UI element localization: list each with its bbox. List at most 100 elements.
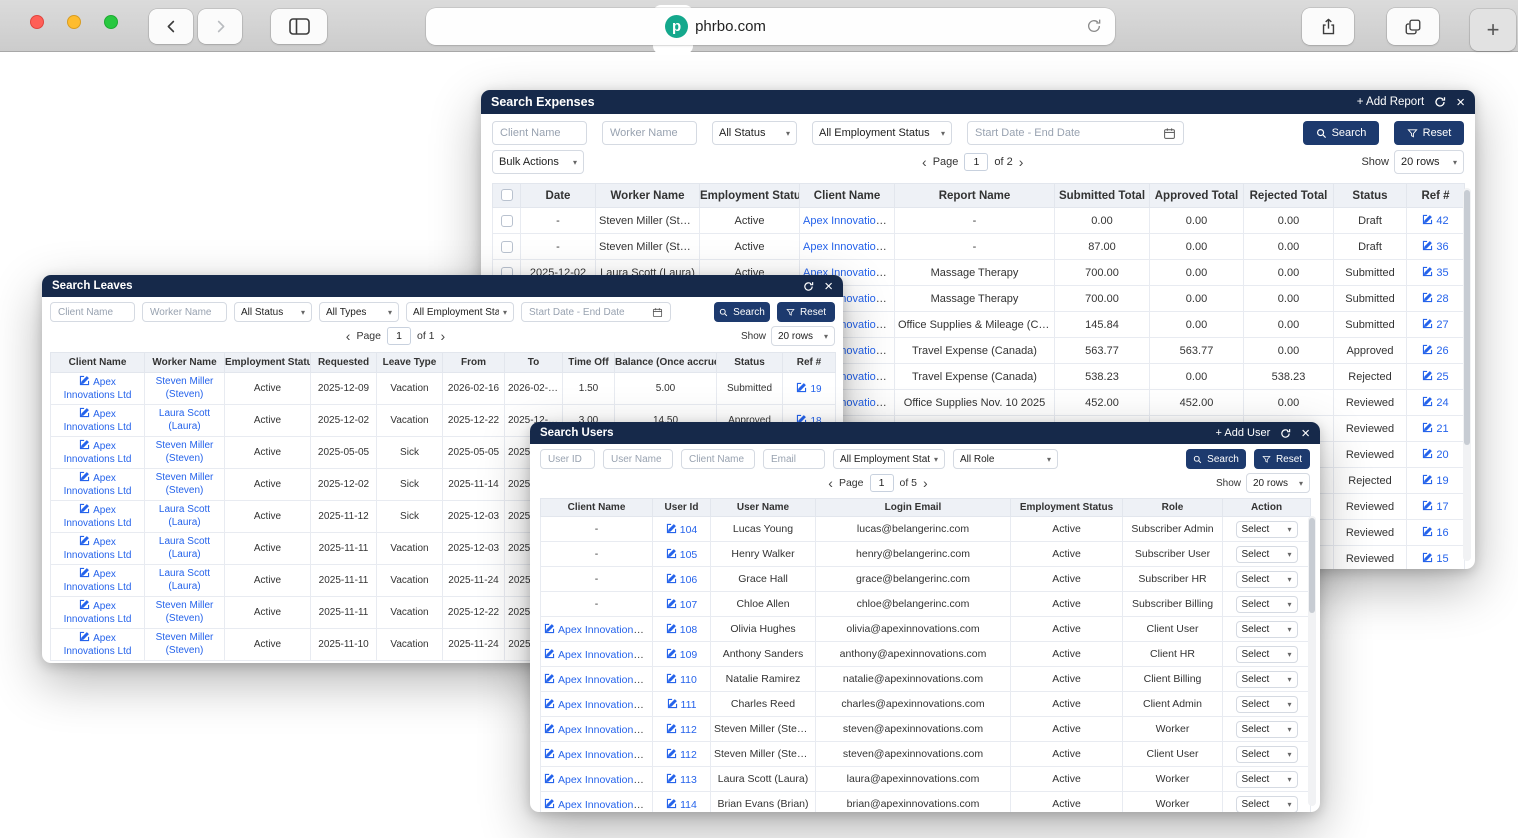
row-checkbox[interactable] [500, 240, 513, 253]
user-id-link[interactable]: 104 [666, 523, 697, 536]
action-select[interactable]: Select ▾ [1235, 745, 1298, 763]
page-input[interactable]: 1 [869, 474, 894, 492]
sidebar-toggle-button[interactable] [271, 9, 327, 44]
user-id-link[interactable]: 107 [666, 598, 697, 611]
ref-link[interactable]: 15 [1422, 552, 1449, 565]
user-id-link[interactable]: 106 [666, 573, 697, 586]
new-tab-button[interactable]: + [1470, 9, 1516, 51]
client-link[interactable]: Apex Innovations Ltd [63, 407, 132, 433]
bulk-actions-select[interactable]: Bulk Actions ▾ [492, 150, 584, 174]
client-link[interactable]: Apex Innovations Ltd [544, 723, 652, 736]
client-link[interactable]: Apex Innovations Ltd [63, 503, 132, 529]
client-link[interactable]: Apex Innovations Ltd [544, 773, 652, 786]
user-id-link[interactable]: 105 [666, 548, 697, 561]
close-button[interactable]: × [1456, 95, 1465, 110]
reset-button[interactable]: Reset [1254, 449, 1310, 469]
ref-link[interactable]: 16 [1422, 526, 1449, 539]
types-select[interactable]: All Types ▾ [319, 302, 399, 322]
employment-status-select[interactable]: All Employment Status▾ [406, 302, 514, 322]
client-link[interactable]: Apex Innovations Ltd [63, 599, 132, 625]
next-page-button[interactable]: › [923, 475, 928, 491]
ref-link[interactable]: 42 [1422, 214, 1449, 227]
search-button[interactable]: Search [1186, 449, 1246, 469]
client-link[interactable]: Apex Innovations... [803, 240, 895, 253]
ref-link[interactable]: 24 [1422, 396, 1449, 409]
worker-link[interactable]: Steven Miller (Steven) [155, 472, 214, 496]
worker-link[interactable]: Steven Miller (Steven) [155, 600, 214, 624]
address-bar[interactable]: p phrbo.com [426, 8, 1115, 45]
minimize-window-button[interactable] [67, 15, 81, 29]
rows-per-page-select[interactable]: 20 rows ▾ [1394, 150, 1464, 174]
select-all-cell[interactable] [492, 183, 521, 208]
ref-link[interactable]: 19 [796, 382, 822, 395]
user-id-link[interactable]: 113 [666, 773, 697, 786]
add-user-button[interactable]: + Add User [1215, 427, 1271, 439]
worker-name-input[interactable]: Worker Name [602, 121, 697, 145]
worker-name-input[interactable]: Worker Name [142, 302, 227, 322]
ref-link[interactable]: 26 [1422, 344, 1449, 357]
search-button[interactable]: Search [1303, 121, 1379, 145]
worker-link[interactable]: Laura Scott (Laura) [158, 408, 211, 432]
share-button[interactable] [1302, 8, 1354, 45]
ref-link[interactable]: 17 [1422, 500, 1449, 513]
close-button[interactable]: × [1301, 426, 1310, 441]
client-link[interactable]: Apex Innovations... [803, 214, 895, 227]
rows-per-page-select[interactable]: 20 rows ▾ [771, 326, 835, 346]
action-select[interactable]: Select ▾ [1235, 645, 1298, 663]
reset-button[interactable]: Reset [777, 302, 835, 322]
client-link[interactable]: Apex Innovations Ltd [63, 535, 132, 561]
forward-button[interactable] [198, 9, 242, 44]
client-link[interactable]: Apex Innovations Ltd [544, 673, 652, 686]
prev-page-button[interactable]: ‹ [345, 328, 351, 344]
ref-link[interactable]: 21 [1422, 422, 1449, 435]
worker-link[interactable]: Laura Scott (Laura) [158, 504, 211, 528]
vertical-scrollbar[interactable] [1308, 516, 1316, 806]
ref-link[interactable]: 25 [1422, 370, 1449, 383]
refresh-button[interactable] [1280, 428, 1291, 439]
scrollbar-thumb[interactable] [1309, 518, 1315, 613]
close-window-button[interactable] [30, 15, 44, 29]
page-input[interactable]: 1 [387, 327, 411, 345]
ref-link[interactable]: 19 [1422, 474, 1449, 487]
add-report-button[interactable]: + Add Report [1356, 96, 1425, 108]
action-select[interactable]: Select ▾ [1235, 695, 1298, 713]
action-select[interactable]: Select ▾ [1235, 595, 1298, 613]
client-name-input[interactable]: Client Name [492, 121, 587, 145]
user-id-link[interactable]: 112 [666, 748, 697, 761]
user-id-link[interactable]: 114 [666, 798, 697, 811]
employment-status-select[interactable]: All Employment Status▾ [833, 449, 945, 469]
next-page-button[interactable]: › [1018, 154, 1024, 170]
status-select[interactable]: All Status ▾ [712, 121, 797, 145]
client-link[interactable]: Apex Innovations Ltd [63, 567, 132, 593]
ref-link[interactable]: 27 [1422, 318, 1449, 331]
user-id-link[interactable]: 112 [666, 723, 697, 736]
user-id-link[interactable]: 110 [666, 673, 697, 686]
checkbox-cell[interactable] [492, 207, 521, 234]
client-link[interactable]: Apex Innovations Ltd [544, 648, 652, 661]
action-select[interactable]: Select ▾ [1235, 545, 1298, 563]
reset-button[interactable]: Reset [1394, 121, 1464, 145]
employment-status-select[interactable]: All Employment Status▾ [812, 121, 952, 145]
reload-button[interactable] [1086, 18, 1102, 39]
tab-overview-button[interactable] [1387, 8, 1439, 45]
client-link[interactable]: Apex Innovations Ltd [544, 698, 652, 711]
checkbox-cell[interactable] [492, 233, 521, 260]
client-link[interactable]: Apex Innovations Ltd [63, 439, 132, 465]
client-name-input[interactable]: Client Name [50, 302, 135, 322]
prev-page-button[interactable]: ‹ [922, 154, 927, 170]
client-name-input[interactable]: Client Name [681, 449, 755, 469]
ref-link[interactable]: 35 [1422, 266, 1449, 279]
refresh-button[interactable] [1434, 96, 1446, 108]
select-all-checkbox[interactable] [500, 189, 513, 202]
scrollbar-thumb[interactable] [1464, 190, 1470, 445]
ref-link[interactable]: 28 [1422, 292, 1449, 305]
close-button[interactable]: × [824, 279, 833, 294]
role-select[interactable]: All Role ▾ [953, 449, 1058, 469]
vertical-scrollbar[interactable] [1463, 188, 1471, 561]
action-select[interactable]: Select ▾ [1235, 520, 1298, 538]
worker-link[interactable]: Laura Scott (Laura) [158, 568, 211, 592]
action-select[interactable]: Select ▾ [1235, 720, 1298, 738]
refresh-button[interactable] [803, 281, 814, 292]
page-input[interactable]: 1 [964, 153, 989, 171]
client-link[interactable]: Apex Innovations Ltd [544, 798, 652, 811]
